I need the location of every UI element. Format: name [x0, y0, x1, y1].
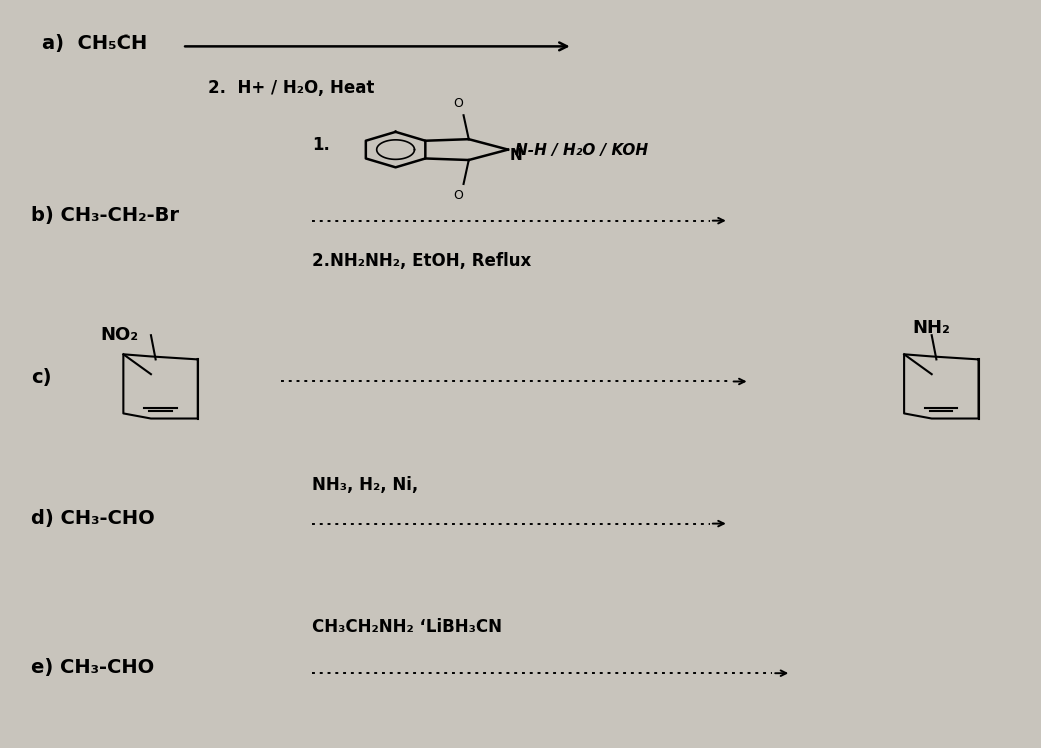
Text: N: N [510, 148, 523, 163]
Text: e) CH₃-CHO: e) CH₃-CHO [31, 658, 154, 677]
Text: NH₃, H₂, Ni,: NH₃, H₂, Ni, [312, 476, 418, 494]
Text: d) CH₃-CHO: d) CH₃-CHO [31, 509, 155, 527]
Text: NO₂: NO₂ [101, 326, 138, 344]
Text: b) CH₃-CH₂-Br: b) CH₃-CH₂-Br [31, 206, 179, 224]
Text: 2.  H+ / H₂O, Heat: 2. H+ / H₂O, Heat [208, 79, 375, 97]
Text: O: O [454, 189, 463, 202]
Text: O: O [454, 97, 463, 110]
Text: N-H / H₂O / KOH: N-H / H₂O / KOH [515, 143, 649, 158]
Text: 2.NH₂NH₂, EtOH, Reflux: 2.NH₂NH₂, EtOH, Reflux [312, 251, 532, 269]
Text: CH₃CH₂NH₂ ‘LiBH₃CN: CH₃CH₂NH₂ ‘LiBH₃CN [312, 618, 503, 636]
Text: 1.: 1. [312, 135, 330, 153]
Text: NH₂: NH₂ [913, 319, 950, 337]
Text: c): c) [31, 368, 52, 387]
Text: a)  CH₅ĊH: a) CH₅ĊH [42, 34, 147, 52]
